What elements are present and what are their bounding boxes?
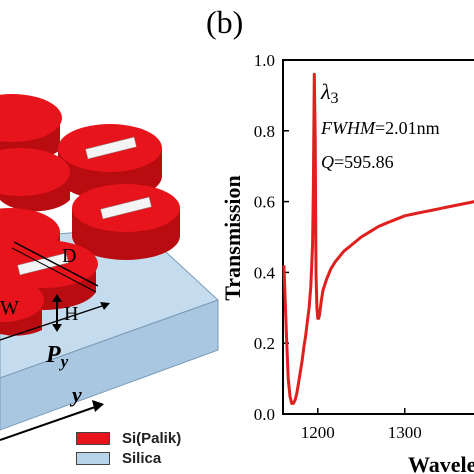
disk xyxy=(0,278,44,336)
y-tick-label: 0.2 xyxy=(254,334,275,353)
legend-item-silicon: Si(Palik) xyxy=(76,428,181,448)
disk xyxy=(0,148,70,212)
plot-frame xyxy=(282,59,474,415)
silica-substrate-side xyxy=(0,299,219,431)
legend-item-silica: Silica xyxy=(76,448,181,468)
series-line xyxy=(282,72,474,405)
y-tick-label: 0.8 xyxy=(254,122,275,141)
y-ticks: 0.0 0.2 0.4 0.6 0.8 1.0 xyxy=(254,51,289,424)
label-py: Py xyxy=(45,342,69,371)
legend-swatch-silicon xyxy=(76,431,110,445)
transmission-chart: 0.0 0.2 0.4 0.6 0.8 1.0 1200 1300 Transmission… xyxy=(220,51,474,474)
q-annotation: Q=595.86 xyxy=(321,152,394,172)
y-tick-label: 0.0 xyxy=(254,405,275,424)
label-d: D xyxy=(62,245,76,267)
panel-label: (b) xyxy=(206,4,244,40)
x-axis-label: Wavele xyxy=(408,452,474,474)
y-tick-label: 0.4 xyxy=(254,263,276,282)
x-tick-label: 1200 xyxy=(301,423,335,442)
legend-label-silica: Silica xyxy=(122,449,162,467)
disk xyxy=(0,94,62,159)
legend: Si(Palik) Silica xyxy=(76,428,181,468)
py-dimension-line xyxy=(0,303,109,341)
d-dimension-line xyxy=(13,241,99,287)
y-tick-label: 1.0 xyxy=(254,51,275,70)
disk xyxy=(72,184,180,260)
y-axis-arrow xyxy=(0,405,99,441)
lambda-annotation: λ3 xyxy=(320,79,339,107)
fwhm-annotation: FWHM=2.01nm xyxy=(320,118,440,138)
label-w: W xyxy=(0,297,19,319)
legend-label-silicon: Si(Palik) xyxy=(122,429,182,447)
x-ticks: 1200 1300 xyxy=(301,408,422,442)
schematic: D H W Py y xyxy=(0,94,219,441)
label-h: H xyxy=(64,303,78,325)
legend-swatch-silica xyxy=(76,451,110,465)
label-y-axis: y xyxy=(69,382,82,407)
y-tick-label: 0.6 xyxy=(254,193,275,212)
x-tick-label: 1300 xyxy=(388,423,422,442)
y-axis-label: Transmission xyxy=(220,175,245,301)
